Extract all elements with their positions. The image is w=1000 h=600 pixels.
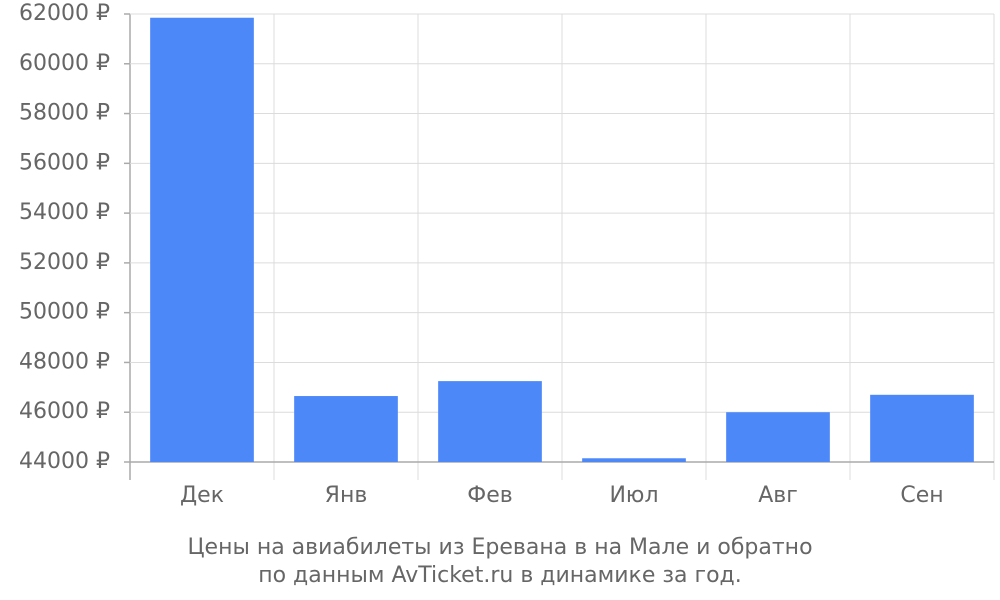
y-tick-label: 46000 ₽ (19, 399, 110, 424)
y-tick-label: 56000 ₽ (19, 150, 110, 175)
y-tick-label: 44000 ₽ (19, 449, 110, 474)
bar (438, 381, 542, 462)
bar (870, 394, 974, 462)
x-tick-label: Дек (180, 483, 224, 508)
x-tick-label: Июл (609, 483, 658, 508)
y-tick-label: 60000 ₽ (19, 51, 110, 76)
x-tick-label: Авг (758, 483, 798, 508)
y-tick-label: 50000 ₽ (19, 300, 110, 325)
y-tick-label: 52000 ₽ (19, 250, 110, 275)
x-tick-label: Фев (467, 483, 512, 508)
x-tick-label: Сен (900, 483, 943, 508)
bar (726, 412, 830, 462)
y-tick-label: 58000 ₽ (19, 101, 110, 126)
chart-subtitle: по данным AvTicket.ru в динамике за год. (258, 563, 742, 588)
chart-title: Цены на авиабилеты из Еревана в на Мале … (187, 535, 812, 560)
y-tick-label: 62000 ₽ (19, 1, 110, 26)
bar (150, 17, 254, 462)
bar (294, 396, 398, 462)
x-tick-label: Янв (325, 483, 368, 508)
y-tick-label: 54000 ₽ (19, 200, 110, 225)
bar (582, 458, 686, 462)
y-tick-label: 48000 ₽ (19, 349, 110, 374)
